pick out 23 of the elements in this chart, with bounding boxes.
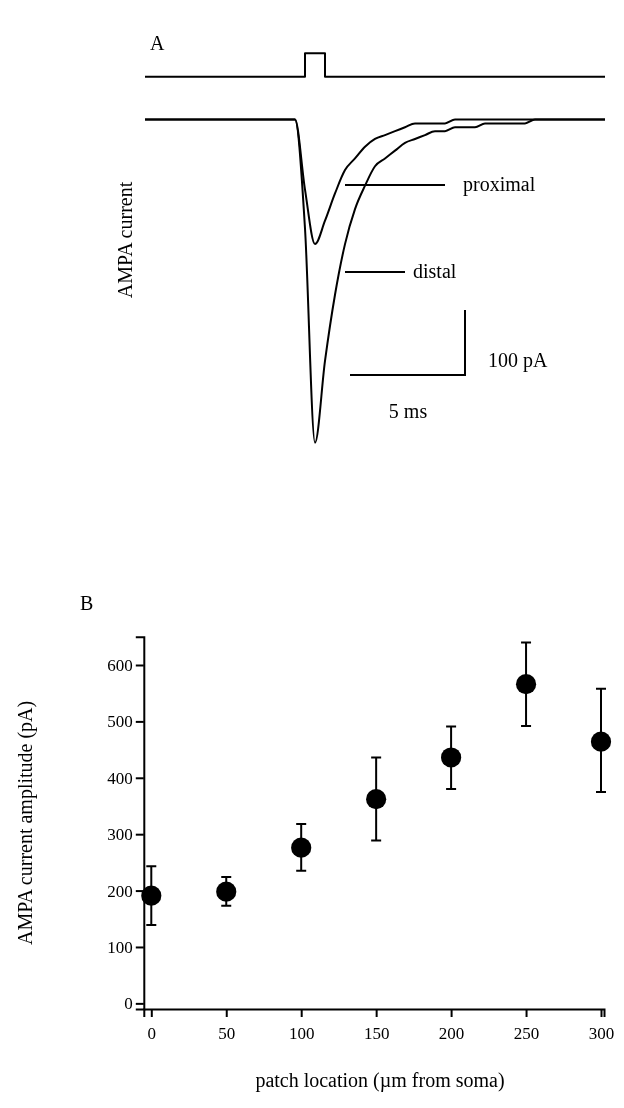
x-tick-label: 300 <box>588 1023 615 1043</box>
annotation: 5 ms <box>388 400 428 422</box>
y-tick-label: 0 <box>124 994 133 1014</box>
x-axis-title: patch location (µm from soma) <box>255 1069 505 1092</box>
x-tick-label: 150 <box>363 1023 390 1043</box>
y-tick-label: 600 <box>107 655 133 675</box>
y-tick-label: 500 <box>107 712 133 732</box>
x-tick-label: 200 <box>438 1023 465 1043</box>
legend-label: proximal <box>463 173 536 196</box>
chart-title: B <box>80 592 94 614</box>
y-tick-label: 400 <box>107 768 133 788</box>
y-tick-label: 100 <box>107 937 133 957</box>
x-tick-label: 50 <box>218 1023 236 1043</box>
annotation: 100 pA <box>488 349 548 372</box>
x-tick-label: 0 <box>147 1023 157 1043</box>
y-tick-label: 300 <box>107 825 133 845</box>
y-axis-title: AMPA current amplitude (pA) <box>14 700 37 946</box>
x-tick-label: 100 <box>288 1023 315 1043</box>
chart-title: A <box>150 32 165 54</box>
legend-label: distal <box>413 260 457 282</box>
y-axis-title: AMPA current <box>114 181 136 299</box>
x-tick-label: 250 <box>513 1023 540 1043</box>
y-tick-label: 200 <box>107 881 133 901</box>
